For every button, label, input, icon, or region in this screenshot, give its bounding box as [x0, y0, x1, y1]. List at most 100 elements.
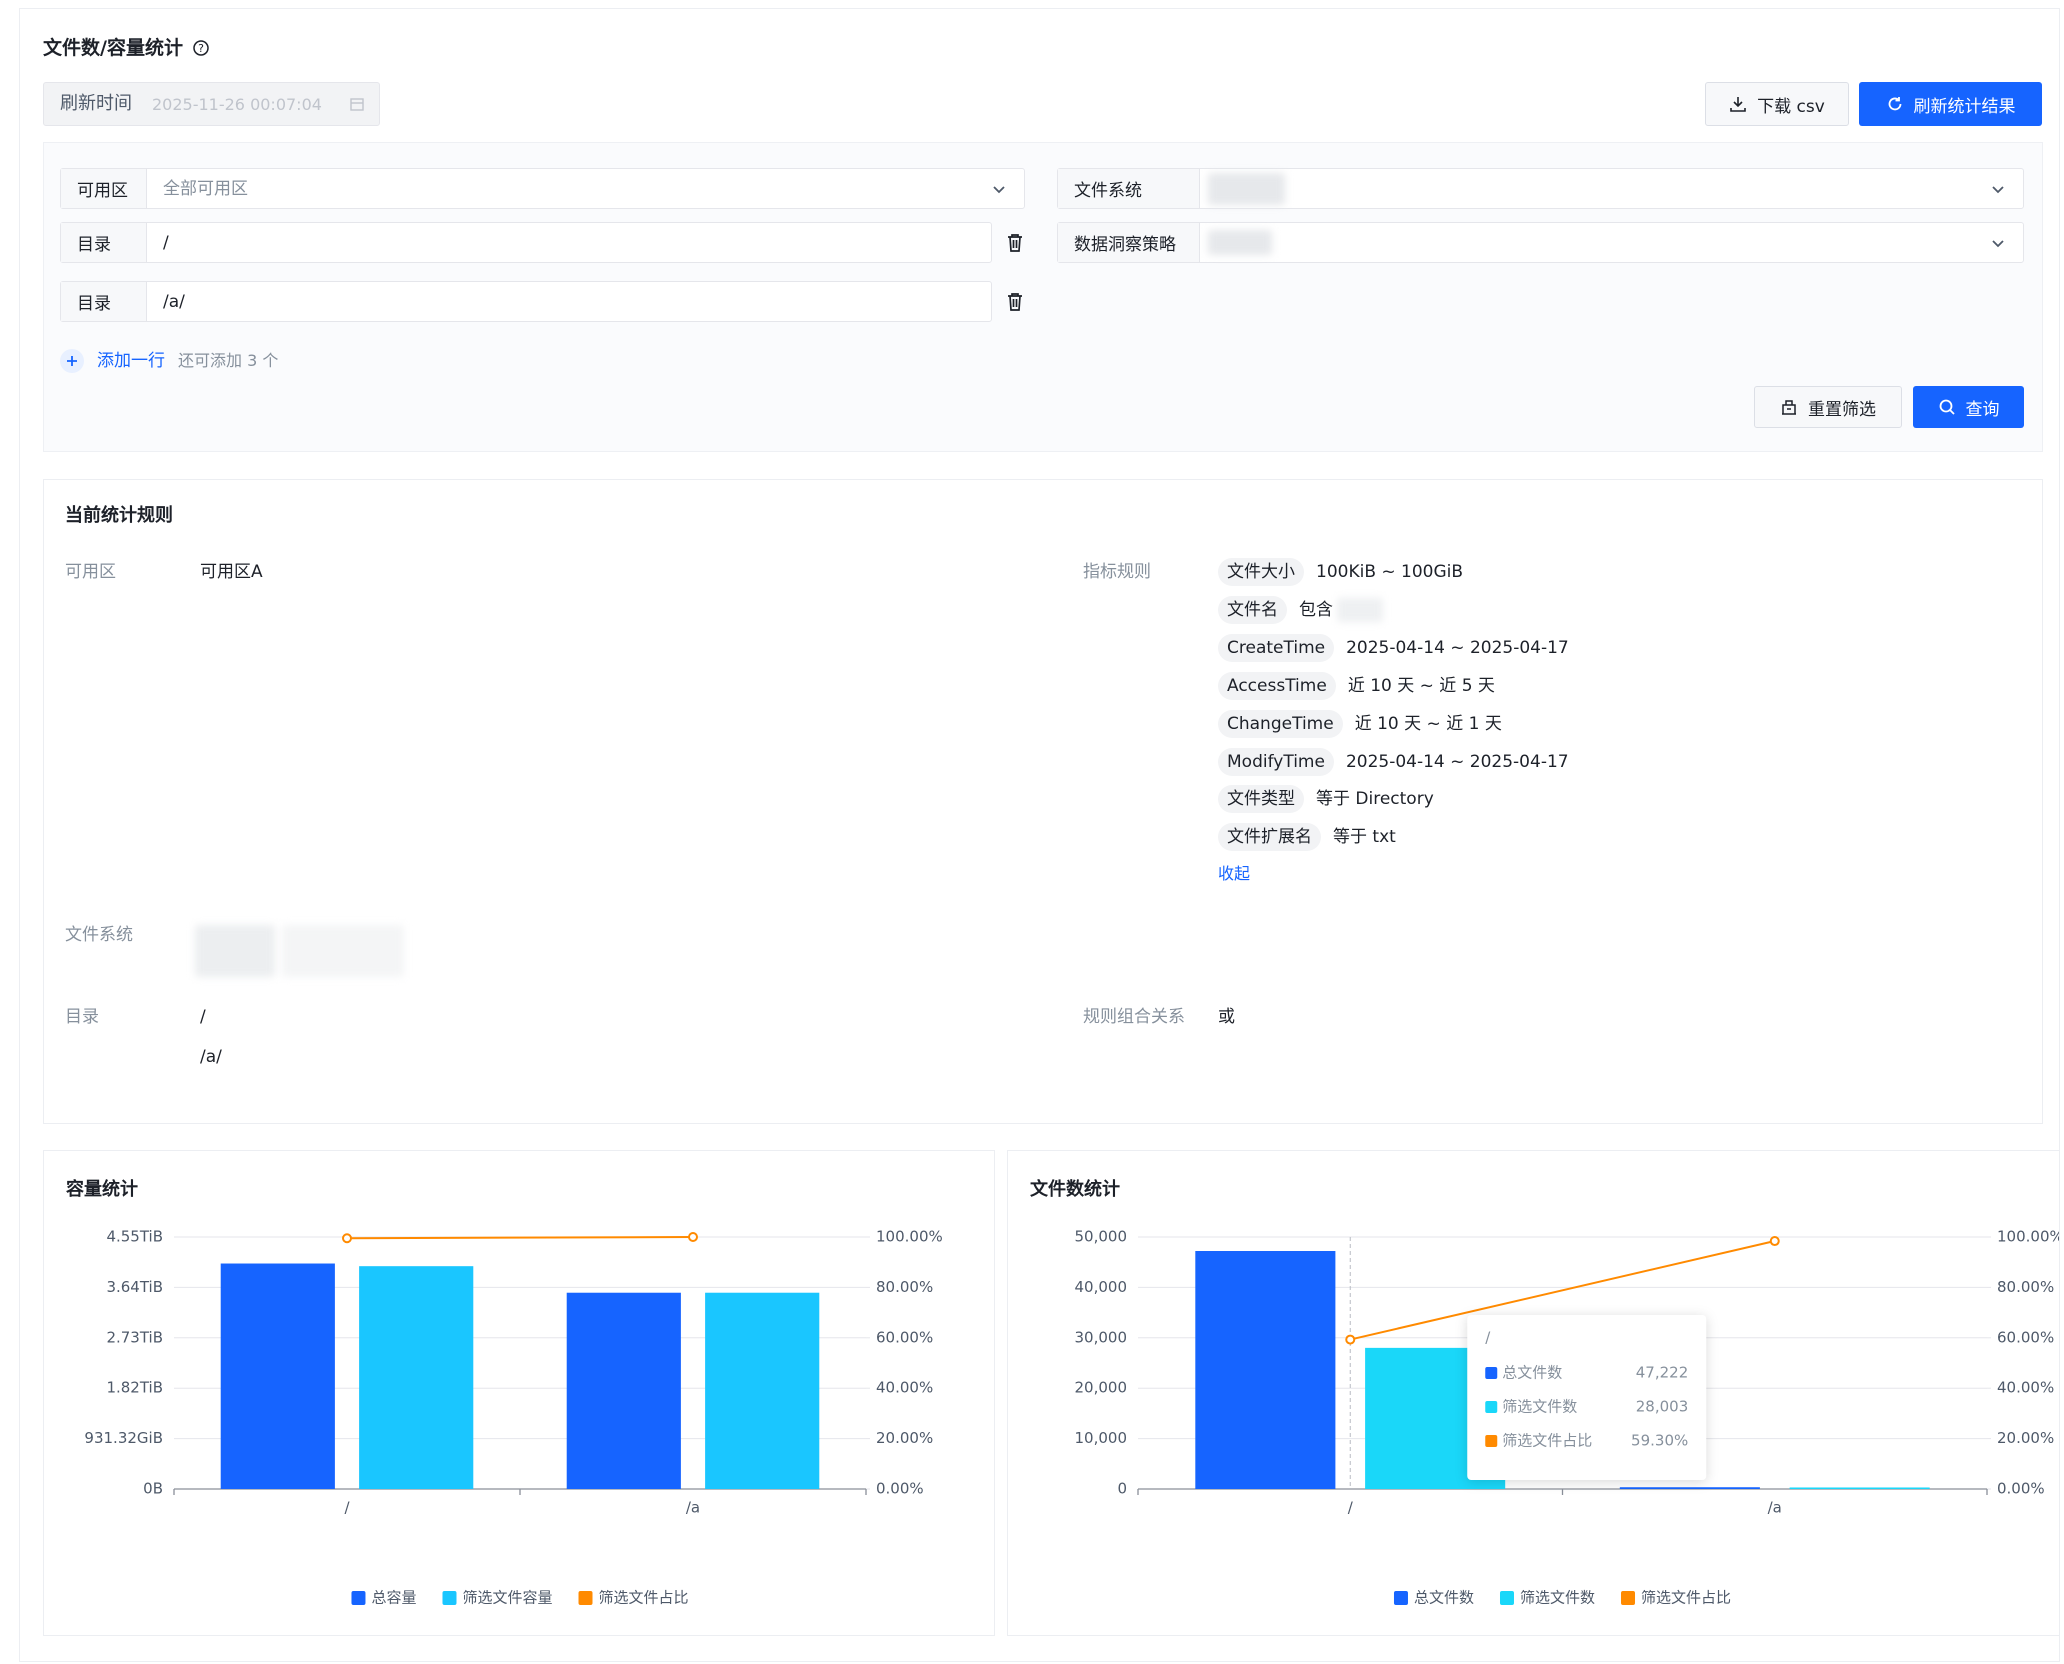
- reset-button[interactable]: 重置筛选: [1754, 386, 1902, 428]
- chart: 文件数统计 0 10,000 20,000 30,000 40,000 50,000 0.00…: [1030, 1178, 2064, 1607]
- query-button[interactable]: 查询: [1913, 386, 2024, 428]
- line-point: [688, 1232, 698, 1242]
- legend-swatch: [442, 1591, 457, 1605]
- y-tick-label: 0: [1117, 1480, 1127, 1498]
- bar: [1619, 1487, 1760, 1489]
- chart-title: 文件数统计: [1030, 1178, 1120, 1200]
- y2-tick-label: 60.00%: [876, 1328, 933, 1346]
- directory-label: 目录: [61, 282, 147, 321]
- rule-value: /: [200, 1007, 206, 1027]
- bar: [705, 1292, 820, 1489]
- y2-tick-label: 100.00%: [1997, 1228, 2059, 1246]
- metric-value: 等于 Directory: [1316, 789, 1434, 810]
- file-system-label: 文件系统: [1058, 169, 1200, 208]
- add-hint: 还可添加 3 个: [178, 351, 279, 370]
- chart-card: 容量统计 0B 931.32GiB 1.82TiB 2.73TiB 3.64TiB 4.55…: [43, 1150, 995, 1636]
- refresh-button[interactable]: 刷新统计结果: [1859, 82, 2042, 126]
- metric-value: 近 10 天 ~ 近 1 天: [1354, 713, 1502, 734]
- refresh-time-field[interactable]: 刷新时间 2025-11-26 00:07:04: [43, 82, 380, 126]
- redacted-value: [1208, 230, 1272, 255]
- legend-label: 筛选文件容量: [462, 1589, 552, 1607]
- line: [1350, 1240, 1775, 1341]
- legend-label: 总文件数: [1414, 1589, 1474, 1607]
- y2-tick-label: 80.00%: [876, 1278, 933, 1296]
- y-tick-label: 3.64TiB: [106, 1278, 163, 1296]
- legend: 总文件数 筛选文件数 筛选文件占比: [1393, 1589, 1731, 1607]
- y-tick-label: 20,000: [1075, 1379, 1128, 1397]
- tooltip-series-name: 筛选文件数: [1502, 1398, 1577, 1416]
- rules-title: 当前统计规则: [65, 505, 173, 526]
- metric-tag: 文件类型: [1218, 785, 1304, 814]
- x-tick-label: /a: [686, 1499, 700, 1517]
- tooltip-series-name: 总文件数: [1502, 1364, 1562, 1382]
- y-tick-label: 4.55TiB: [106, 1228, 163, 1246]
- y2-tick-label: 40.00%: [876, 1379, 933, 1397]
- file-system-select[interactable]: 文件系统: [1057, 168, 2024, 209]
- metric-value: 近 10 天 ~ 近 5 天: [1347, 675, 1495, 696]
- rule-label: 指标规则: [1083, 562, 1151, 582]
- directory-input[interactable]: 目录/a/: [60, 281, 992, 322]
- x-tick-label: /: [344, 1499, 350, 1517]
- metric-tag: ModifyTime: [1218, 747, 1334, 776]
- line-point: [1769, 1236, 1780, 1247]
- refresh-label: 刷新统计结果: [1913, 96, 2016, 117]
- metric-tag: CreateTime: [1218, 633, 1335, 662]
- bar: [1789, 1487, 1930, 1489]
- zone-select[interactable]: 可用区 全部可用区: [60, 168, 1025, 209]
- tooltip-title: /: [1485, 1329, 1491, 1347]
- tooltip-value: 28,003: [1636, 1398, 1689, 1416]
- y2-tick-label: 20.00%: [876, 1429, 933, 1447]
- page-title: 文件数/容量统计: [43, 37, 183, 59]
- y2-tick-label: 0.00%: [876, 1480, 924, 1498]
- legend-swatch: [1621, 1591, 1636, 1605]
- legend-swatch: [578, 1591, 593, 1605]
- calendar-icon: [350, 98, 364, 111]
- metric-tag: 文件大小: [1218, 558, 1304, 586]
- chart: 容量统计 0B 931.32GiB 1.82TiB 2.73TiB 3.64TiB 4.55…: [66, 1178, 943, 1607]
- y2-tick-label: 0.00%: [1997, 1480, 2045, 1498]
- download-button[interactable]: 下载 csv: [1705, 82, 1849, 126]
- chart-title: 容量统计: [66, 1178, 138, 1200]
- outer-card: [19, 8, 2060, 1662]
- search-icon: [1939, 399, 1955, 415]
- x-tick-label: /a: [1768, 1499, 1782, 1517]
- redacted-value: [1337, 597, 1383, 622]
- legend-swatch: [351, 1591, 366, 1605]
- directory-input[interactable]: 目录 /: [60, 222, 992, 263]
- y-tick-label: 40,000: [1075, 1278, 1128, 1296]
- delete-icon[interactable]: [1006, 292, 1024, 312]
- help-icon[interactable]: ?: [192, 39, 210, 57]
- legend-label: 筛选文件占比: [1641, 1589, 1731, 1607]
- legend-swatch: [1499, 1591, 1514, 1605]
- bar: [220, 1263, 335, 1489]
- query-label: 查询: [1965, 399, 2000, 420]
- y-tick-label: 50,000: [1075, 1228, 1128, 1246]
- y2-tick-label: 40.00%: [1997, 1379, 2054, 1397]
- rule-label: 文件系统: [65, 925, 133, 945]
- tooltip: / 总文件数 47,222 筛选文件数 28,003 筛选文件占比 59.30%: [1467, 1315, 1707, 1480]
- directory-value: /: [163, 233, 169, 253]
- rule-label: 目录: [65, 1007, 99, 1027]
- chart-card: 文件数统计 0 10,000 20,000 30,000 40,000 50,000 0.00…: [1007, 1150, 2064, 1636]
- reset-label: 重置筛选: [1808, 399, 1876, 420]
- chevron: [1992, 186, 2004, 194]
- metric-value: 2025-04-14 ~ 2025-04-17: [1346, 637, 1569, 658]
- redacted-value: [282, 925, 404, 977]
- metric-value: 等于 txt: [1333, 827, 1396, 848]
- bar: [566, 1292, 681, 1489]
- delete-icon[interactable]: [1006, 233, 1024, 253]
- policy-label: 数据洞察策略: [1058, 223, 1200, 262]
- reset-icon: [1782, 400, 1796, 415]
- line-point: [1345, 1334, 1356, 1345]
- metric-tag: 文件扩展名: [1218, 823, 1321, 852]
- policy-select[interactable]: 数据洞察策略: [1057, 222, 2024, 263]
- refresh-time: 2025-11-26 00:07:04: [152, 95, 322, 114]
- y-tick-label: 931.32GiB: [84, 1429, 163, 1447]
- download-icon: [1730, 97, 1746, 112]
- x-tick-label: /: [1348, 1499, 1354, 1517]
- add-row-link[interactable]: 添加一行: [97, 351, 165, 371]
- rule-label: 可用区: [65, 562, 116, 582]
- collapse-link[interactable]: 收起: [1218, 864, 1251, 883]
- add-icon[interactable]: [59, 348, 85, 374]
